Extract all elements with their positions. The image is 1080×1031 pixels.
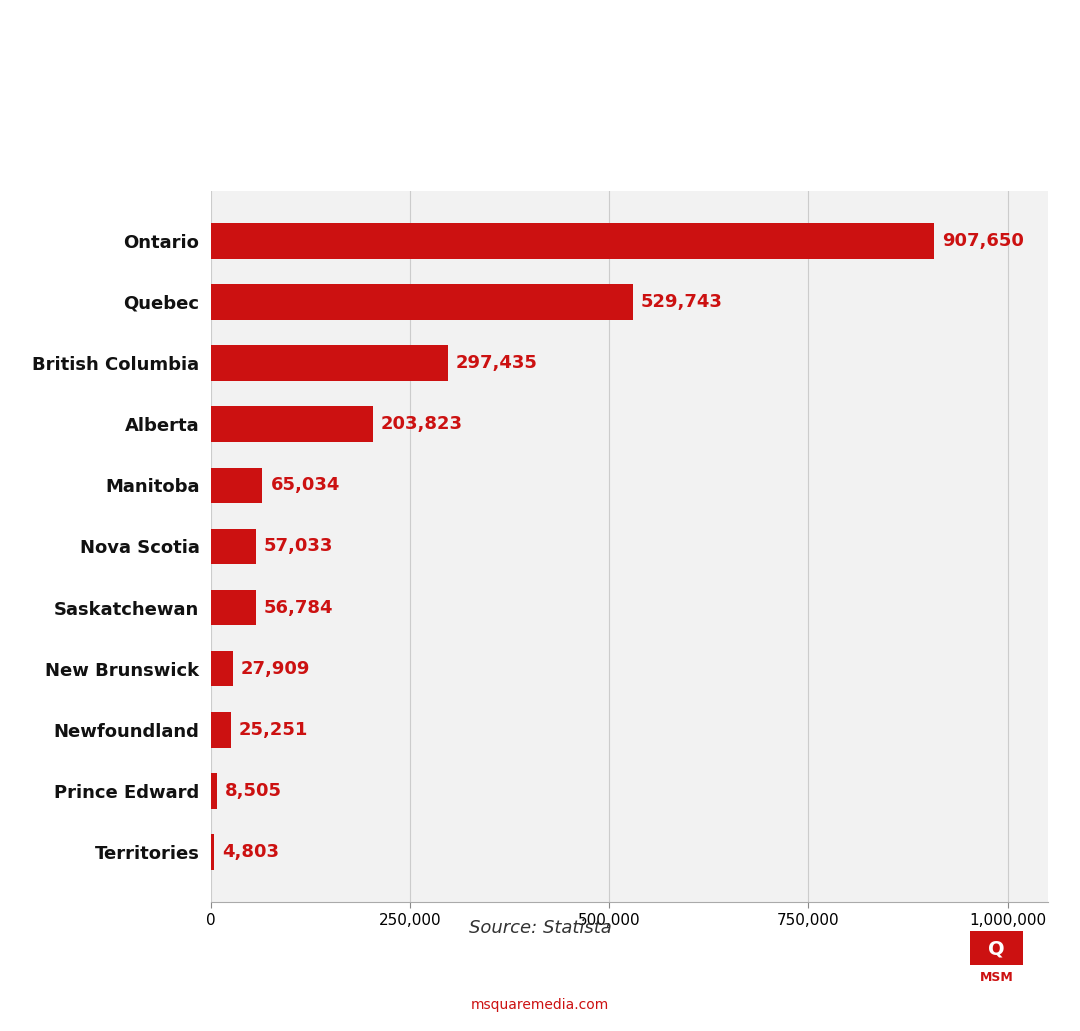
Text: 56,784: 56,784 xyxy=(264,599,334,617)
Text: Q: Q xyxy=(988,940,1004,959)
Bar xyxy=(211,529,256,564)
Text: 4,803: 4,803 xyxy=(222,843,280,861)
Text: 57,033: 57,033 xyxy=(264,537,334,556)
Text: 65,034: 65,034 xyxy=(270,476,340,494)
Text: NUMBER OF STUDENTS ENROLLED IN POSTSECONDARY: NUMBER OF STUDENTS ENROLLED IN POSTSECON… xyxy=(92,42,1021,71)
Bar xyxy=(211,834,215,870)
Text: 203,823: 203,823 xyxy=(381,415,463,433)
Text: INSTITUTIONS IN CANADA IN 2019/20, BY PROVINCE: INSTITUTIONS IN CANADA IN 2019/20, BY PR… xyxy=(120,94,993,123)
Text: 27,909: 27,909 xyxy=(241,660,310,677)
Bar xyxy=(211,712,231,747)
Bar xyxy=(211,590,256,625)
Bar xyxy=(211,651,233,687)
FancyBboxPatch shape xyxy=(970,931,1023,965)
Bar xyxy=(211,345,448,380)
Bar xyxy=(211,773,217,808)
Text: MSM: MSM xyxy=(980,971,1013,985)
Bar xyxy=(211,406,373,442)
Text: 297,435: 297,435 xyxy=(456,354,538,372)
Text: 907,650: 907,650 xyxy=(942,232,1024,250)
Bar xyxy=(211,468,262,503)
Text: 529,743: 529,743 xyxy=(640,293,723,311)
Text: msquaremedia.com: msquaremedia.com xyxy=(471,998,609,1012)
Text: 8,505: 8,505 xyxy=(226,781,282,800)
Text: Source: Statista: Source: Statista xyxy=(469,919,611,937)
Text: 25,251: 25,251 xyxy=(239,721,308,739)
Bar xyxy=(211,223,934,259)
Bar xyxy=(211,285,633,320)
